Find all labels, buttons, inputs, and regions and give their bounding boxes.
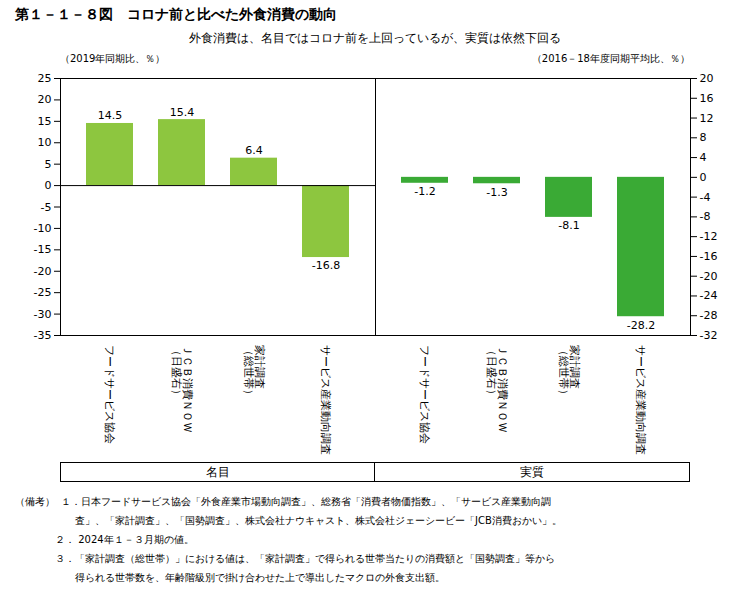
svg-text:0: 0 [45, 179, 52, 192]
html-text:得られる世帯数を、年齢階級別で掛け合わせた上で導出したマクロ: 得られる世帯数を、年齢階級別で掛け合わせた上で導出したマクロの外食支出額。 [15, 572, 445, 583]
svg-text:-28.2: -28.2 [627, 319, 655, 332]
svg-text:8: 8 [700, 131, 707, 144]
svg-text:-10: -10 [34, 222, 52, 235]
svg-text:-25: -25 [34, 286, 52, 299]
html-text:外食消費は、名目ではコロナ前を上回っているが、実質は依然下回: 外食消費は、名目ではコロナ前を上回っているが、実質は依然下回る [189, 31, 561, 45]
svg-text:-32: -32 [700, 329, 718, 342]
svg-text:15.4: 15.4 [170, 106, 195, 119]
svg-text:-20: -20 [34, 265, 52, 278]
svg-text:-4: -4 [700, 191, 711, 204]
svg-text:-30: -30 [34, 308, 52, 321]
svg-text:-16: -16 [700, 250, 718, 263]
html-text:実質: 実質 [520, 465, 544, 479]
svg-text:-15: -15 [34, 243, 52, 256]
svg-text:ＪＣＢ消費ＮＯＷ（日盛右）: ＪＣＢ消費ＮＯＷ（日盛右） [170, 345, 194, 433]
svg-text:20: 20 [700, 72, 714, 85]
svg-text:-20: -20 [700, 270, 718, 283]
svg-text:4: 4 [700, 151, 707, 164]
svg-text:サービス産業動向調査: サービス産業動向調査 [319, 345, 332, 455]
html-text:査」、「家計調査」、「国勢調査」、株式会社ナウキャスト、株式: 査」、「家計調査」、「国勢調査」、株式会社ナウキャスト、株式会社ジェーシービー「… [15, 515, 562, 526]
svg-text:家計調査（総世帯）: 家計調査（総世帯） [557, 345, 581, 400]
svg-text:14.5: 14.5 [98, 109, 123, 122]
svg-text:20: 20 [38, 93, 52, 106]
svg-text:ＪＣＢ消費ＮＯＷ（日盛右）: ＪＣＢ消費ＮＯＷ（日盛右） [485, 345, 509, 433]
svg-text:-12: -12 [700, 230, 718, 243]
svg-text:-5: -5 [41, 201, 52, 214]
html-text:３．「家計調査（総世帯）」における値は、「家計調査」で得られ: ３．「家計調査（総世帯）」における値は、「家計調査」で得られる世帯当たりの消費額… [15, 553, 555, 564]
html-text:（2016－18年度同期平均比、％）: （2016－18年度同期平均比、％） [531, 53, 690, 64]
svg-text:10: 10 [38, 136, 52, 149]
html-text:名目: 名目 [205, 465, 230, 479]
html-text:２． 2024年１－３月期の値。: ２． 2024年１－３月期の値。 [15, 534, 194, 545]
svg-text:5: 5 [45, 158, 52, 171]
svg-text:-24: -24 [700, 289, 718, 302]
svg-text:-1.3: -1.3 [486, 186, 507, 199]
svg-text:0: 0 [700, 171, 707, 184]
svg-text:-35: -35 [34, 329, 52, 342]
svg-text:15: 15 [38, 115, 52, 128]
html-text:（2019年同期比、％）: （2019年同期比、％） [60, 53, 166, 64]
svg-text:-28: -28 [700, 309, 718, 322]
svg-text:フードサービス協会: フードサービス協会 [418, 345, 431, 444]
svg-text:-8.1: -8.1 [558, 219, 579, 232]
svg-text:16: 16 [700, 92, 714, 105]
html-text:第１－１－８図 コロナ前と比べた外食消費の動向: 第１－１－８図 コロナ前と比べた外食消費の動向 [15, 6, 337, 22]
svg-text:-8: -8 [700, 210, 711, 223]
svg-text:12: 12 [700, 112, 714, 125]
svg-text:家計調査（総世帯）: 家計調査（総世帯） [242, 345, 266, 400]
svg-text:フードサービス協会: フードサービス協会 [103, 345, 116, 444]
svg-text:25: 25 [38, 72, 52, 85]
svg-text:サービス産業動向調査: サービス産業動向調査 [634, 345, 647, 455]
svg-text:-16.8: -16.8 [312, 259, 340, 272]
svg-text:6.4: 6.4 [245, 144, 263, 157]
svg-text:-1.2: -1.2 [414, 185, 435, 198]
html-text:（備考） １．日本フードサービス協会「外食産業市場動向調査」: （備考） １．日本フードサービス協会「外食産業市場動向調査」、総務省「消費者物価… [15, 496, 552, 507]
